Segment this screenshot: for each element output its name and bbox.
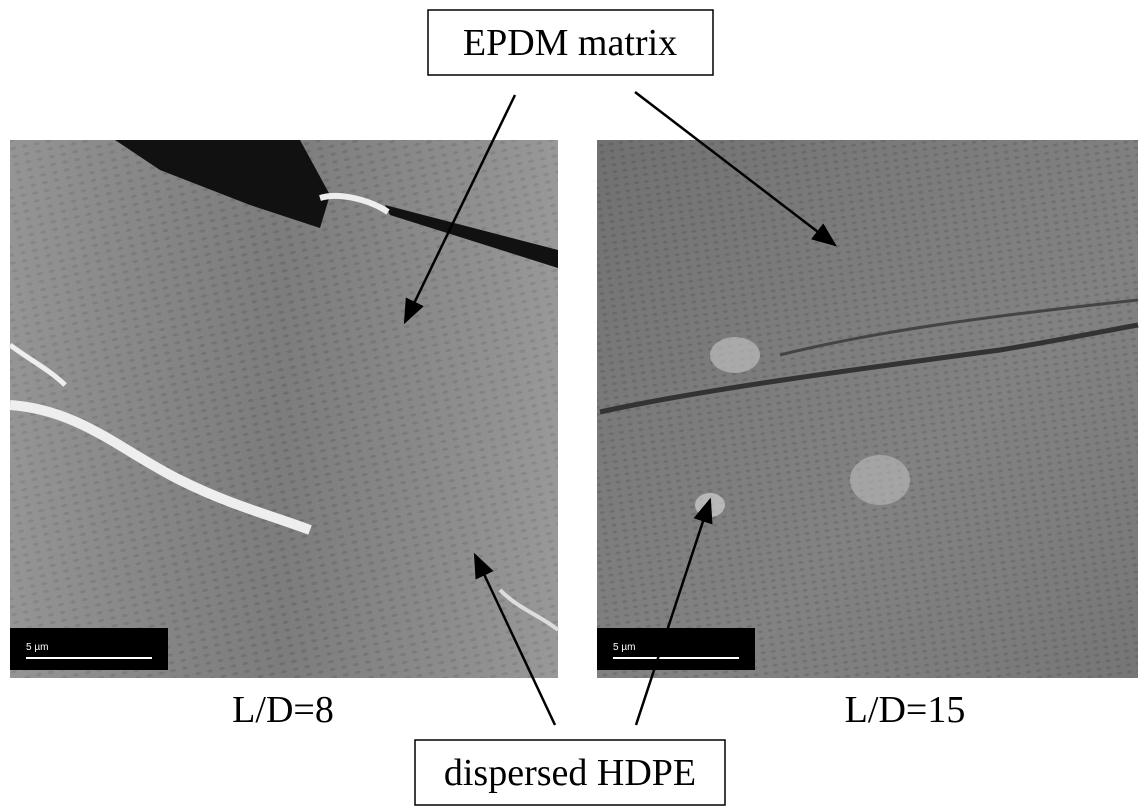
- micrograph-left: 5 µm: [8, 140, 560, 678]
- micrograph-right: 5 µm: [597, 140, 1139, 678]
- scale-bar-label: 5 µm: [26, 642, 48, 653]
- label-box: [427, 9, 714, 76]
- scale-bar-label: 5 µm: [613, 642, 635, 653]
- arrows: [403, 91, 837, 726]
- caption: L/D=8: [232, 689, 334, 731]
- label-box: [414, 739, 726, 806]
- label-top: EPDM matrix: [463, 22, 677, 64]
- caption: L/D=15: [845, 689, 966, 731]
- label-bottom: dispersed HDPE: [444, 752, 696, 794]
